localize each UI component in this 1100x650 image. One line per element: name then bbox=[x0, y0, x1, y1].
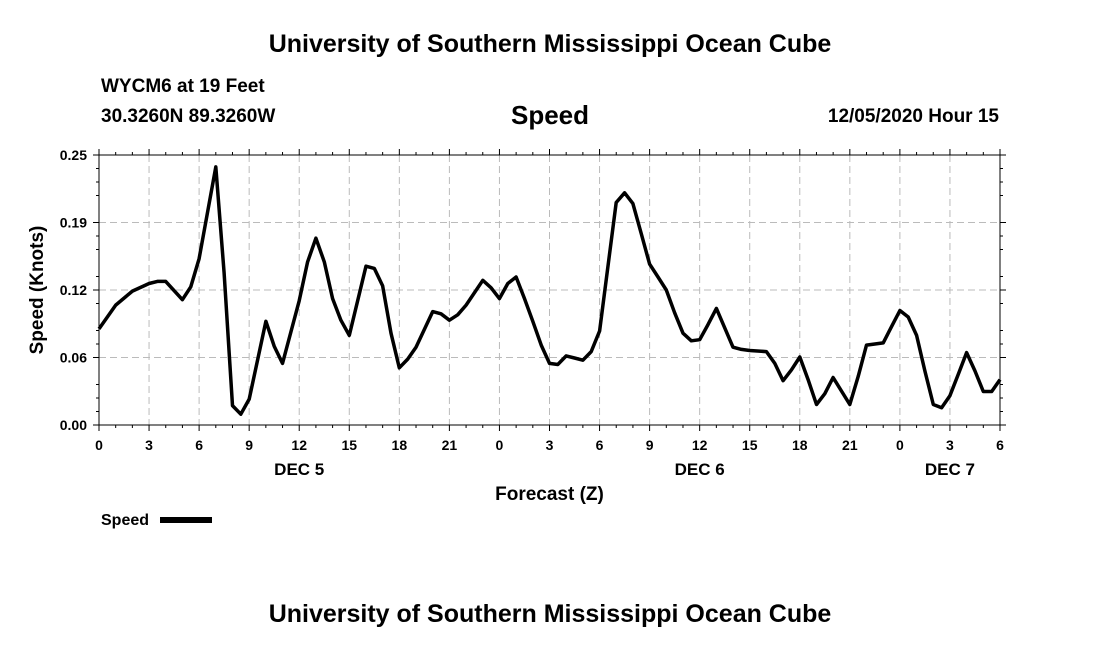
legend: Speed bbox=[101, 512, 212, 529]
day-label: DEC 6 bbox=[675, 460, 725, 479]
day-labels: DEC 5 DEC 6 DEC 7 bbox=[274, 460, 975, 479]
legend-label: Speed bbox=[101, 512, 149, 529]
x-tick-label: 3 bbox=[145, 437, 153, 453]
y-tick-label: 0.25 bbox=[60, 147, 87, 163]
x-tick-label: 6 bbox=[195, 437, 203, 453]
x-tick-label: 0 bbox=[95, 437, 103, 453]
x-tick-label: 12 bbox=[291, 437, 307, 453]
x-tick-label: 3 bbox=[546, 437, 554, 453]
x-tick-label: 3 bbox=[946, 437, 954, 453]
x-tick-label: 9 bbox=[245, 437, 253, 453]
x-axis-label: Forecast (Z) bbox=[495, 484, 604, 505]
y-tick-label: 0.19 bbox=[60, 215, 87, 231]
day-label: DEC 7 bbox=[925, 460, 975, 479]
forecast-datetime: 12/05/2020 Hour 15 bbox=[827, 106, 999, 127]
y-tick-label: 0.06 bbox=[60, 350, 87, 366]
x-tick-label: 0 bbox=[496, 437, 504, 453]
day-label: DEC 5 bbox=[274, 460, 324, 479]
speed-chart: 0 3 6 9 12 15 18 21 0 3 6 9 12 15 18 21 0 3 6 0.00 0.06 0.12… bbox=[27, 147, 1006, 529]
x-tick-label: 12 bbox=[692, 437, 708, 453]
y-axis-label: Speed (Knots) bbox=[27, 226, 48, 355]
footer-title: University of Southern Mississippi Ocean… bbox=[268, 600, 832, 628]
y-tick-label: 0.12 bbox=[60, 282, 87, 298]
y-tick-label: 0.00 bbox=[60, 417, 87, 433]
x-tick-label: 0 bbox=[896, 437, 904, 453]
x-tick-label: 18 bbox=[792, 437, 808, 453]
y-axis-ticks: 0.00 0.06 0.12 0.19 0.25 bbox=[60, 147, 1006, 433]
chart-title: Speed bbox=[510, 100, 590, 130]
x-tick-label: 18 bbox=[392, 437, 408, 453]
x-tick-label: 15 bbox=[341, 437, 357, 453]
page-title: University of Southern Mississippi Ocean… bbox=[268, 30, 832, 58]
coordinates-label: 30.3260N 89.3260W bbox=[101, 106, 276, 127]
x-tick-label: 15 bbox=[742, 437, 758, 453]
plot-frame bbox=[98, 154, 1001, 426]
station-label: WYCM6 at 19 Feet bbox=[101, 76, 265, 97]
x-tick-label: 21 bbox=[842, 437, 858, 453]
x-axis-ticks: 0 3 6 9 12 15 18 21 0 3 6 9 12 15 18 21 0 3 6 bbox=[95, 149, 1004, 453]
grid-lines bbox=[99, 155, 1000, 425]
speed-series-line bbox=[97, 165, 1002, 416]
x-tick-label: 6 bbox=[596, 437, 604, 453]
x-tick-label: 6 bbox=[996, 437, 1004, 453]
x-tick-label: 21 bbox=[442, 437, 458, 453]
x-tick-label: 9 bbox=[646, 437, 654, 453]
